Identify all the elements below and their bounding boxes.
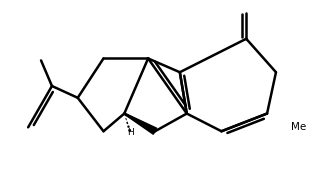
Text: H: H xyxy=(127,128,134,137)
Polygon shape xyxy=(124,113,157,134)
Text: Me: Me xyxy=(291,122,306,132)
